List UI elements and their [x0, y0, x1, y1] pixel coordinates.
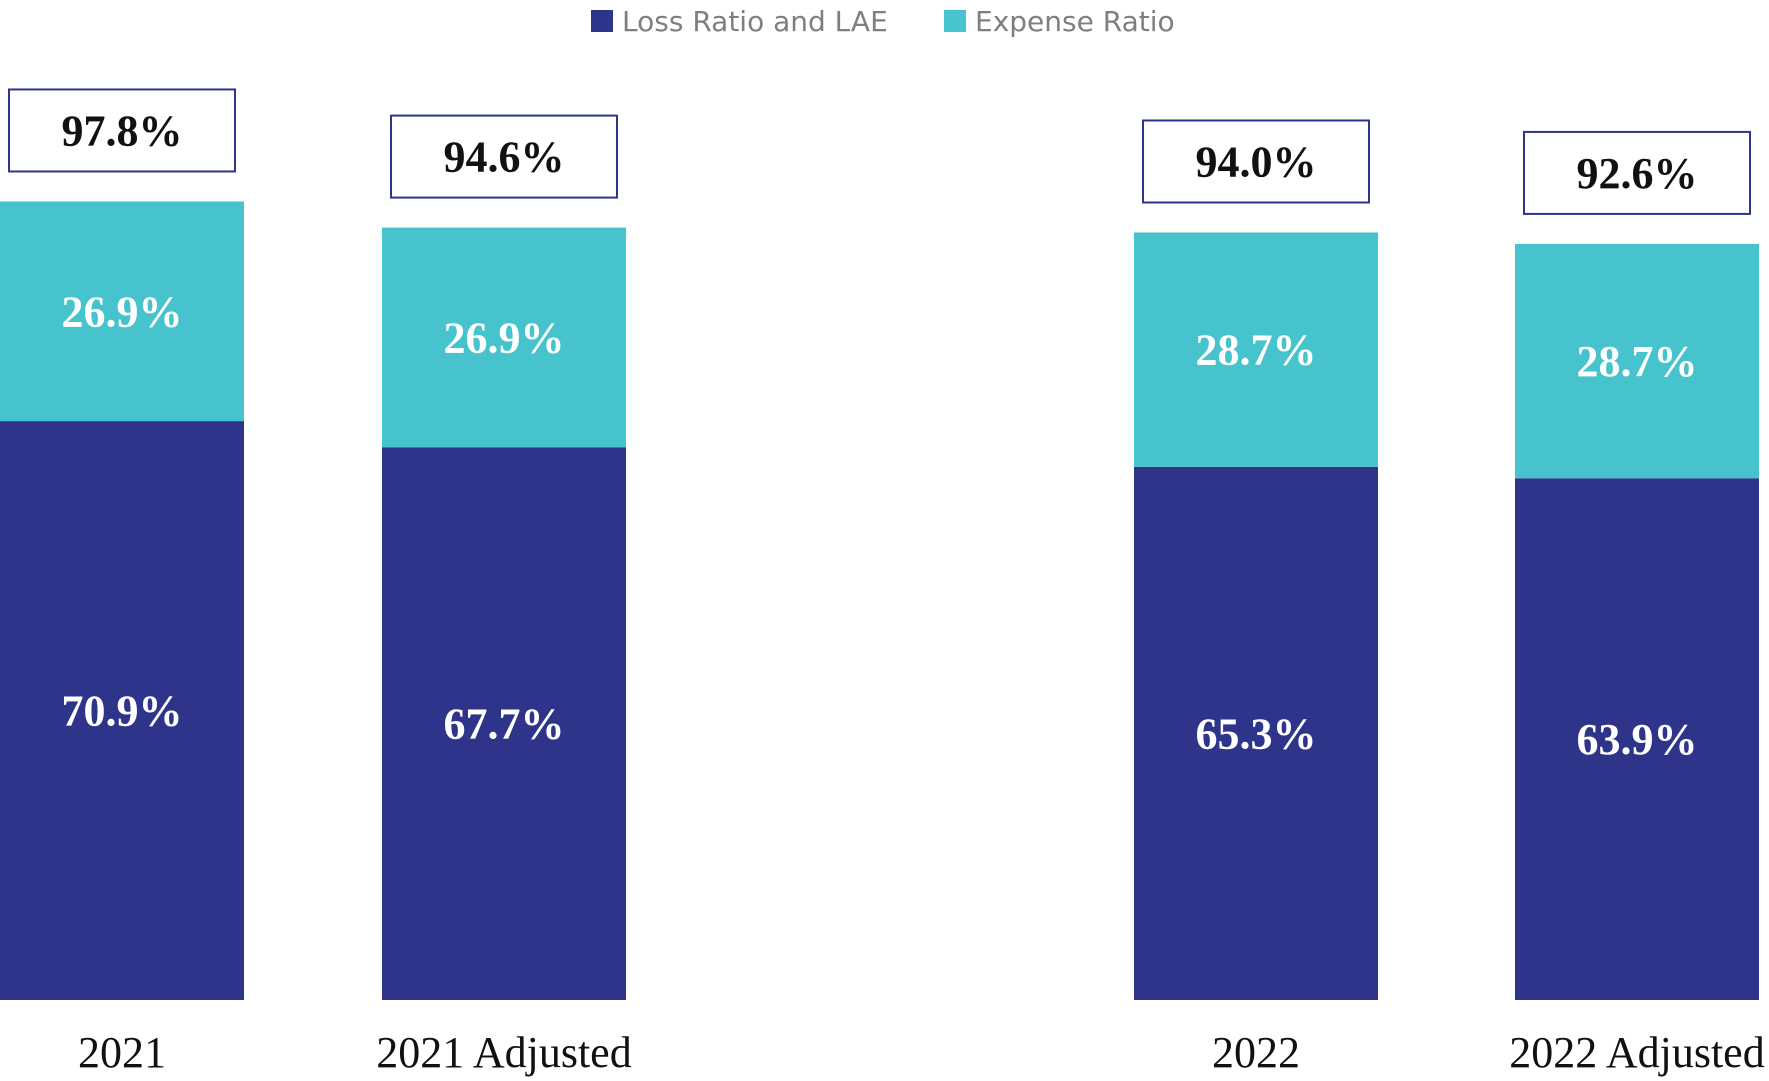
legend: Loss Ratio and LAE Expense Ratio	[591, 5, 1175, 38]
bar-expense-0	[0, 201, 244, 422]
legend-swatch-loss	[591, 10, 613, 32]
label-loss-1: 67.7%	[444, 700, 565, 749]
bar-loss-2	[1134, 466, 1378, 1000]
total-box-3	[1523, 130, 1751, 215]
label-expense-3: 28.7%	[1577, 337, 1698, 386]
bar-expense-2	[1134, 232, 1378, 467]
total-label-3: 92.6%	[1577, 149, 1698, 198]
bar-expense-1	[382, 227, 626, 448]
bar-loss-1	[382, 447, 626, 1000]
bar-loss-0	[0, 421, 244, 1000]
category-label-0: 2021	[78, 1028, 166, 1077]
total-box-2	[1142, 119, 1370, 204]
category-label-3: 2022 Adjusted	[1509, 1028, 1764, 1077]
total-label-0: 97.8%	[62, 106, 183, 155]
label-expense-1: 26.9%	[444, 313, 565, 362]
legend-swatch-expense	[944, 10, 966, 32]
label-loss-3: 63.9%	[1577, 715, 1698, 764]
label-expense-0: 26.9%	[62, 287, 183, 336]
category-label-2: 2022	[1212, 1028, 1300, 1077]
category-label-1: 2021 Adjusted	[376, 1028, 631, 1077]
legend-label-loss: Loss Ratio and LAE	[622, 5, 888, 38]
bar-expense-3	[1515, 243, 1759, 479]
total-box-1	[390, 114, 618, 199]
bar-loss-3	[1515, 478, 1759, 1001]
legend-label-expense: Expense Ratio	[975, 5, 1175, 38]
total-label-2: 94.0%	[1196, 137, 1317, 186]
total-box-0	[8, 88, 236, 173]
label-loss-2: 65.3%	[1196, 709, 1317, 758]
bars-group: 70.9% 26.9% 97.8% 2021 67.7% 26.9% 94.6% 2021 A…	[0, 88, 1765, 1077]
total-label-1: 94.6%	[444, 133, 565, 182]
label-loss-0: 70.9%	[62, 687, 183, 736]
label-expense-2: 28.7%	[1196, 326, 1317, 375]
